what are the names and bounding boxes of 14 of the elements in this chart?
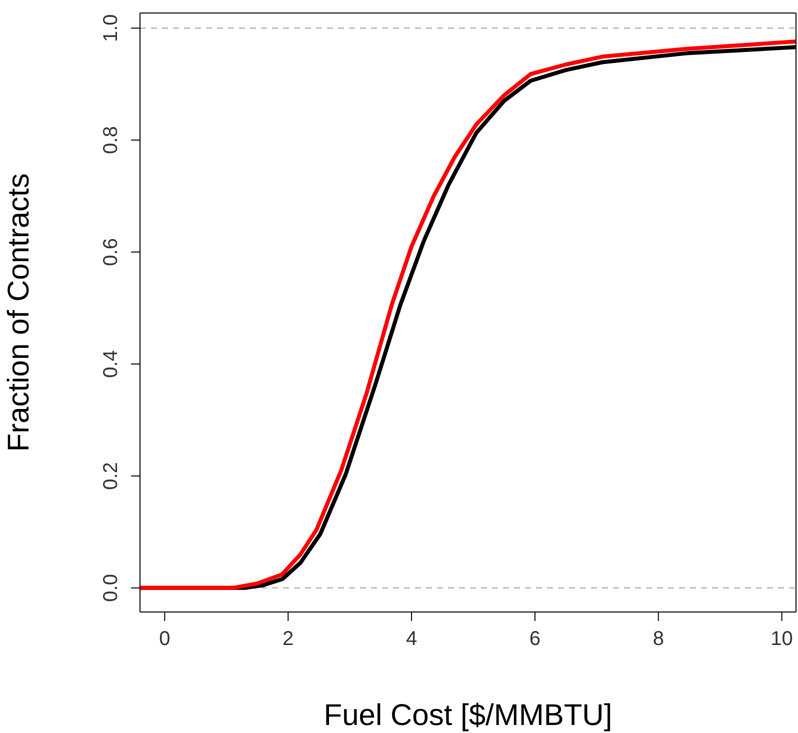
y-tick-label: 0.4 [100, 350, 122, 378]
y-tick-label: 1.0 [100, 14, 122, 42]
x-tick-label: 4 [406, 628, 418, 650]
y-tick-label: 0.2 [100, 462, 122, 490]
x-axis-title: Fuel Cost [$/MMBTU] [324, 699, 612, 732]
x-tick-label: 6 [529, 628, 541, 650]
x-tick-label: 0 [159, 628, 170, 650]
y-tick-label: 0.8 [100, 126, 122, 154]
x-tick-label: 2 [282, 628, 294, 650]
x-tick-label: 8 [652, 628, 664, 650]
y-tick-label: 0.6 [100, 238, 122, 266]
y-tick-label: 0.0 [100, 574, 122, 602]
x-tick-label: 10 [770, 628, 793, 650]
y-axis-title: Fraction of Contracts [2, 173, 36, 452]
